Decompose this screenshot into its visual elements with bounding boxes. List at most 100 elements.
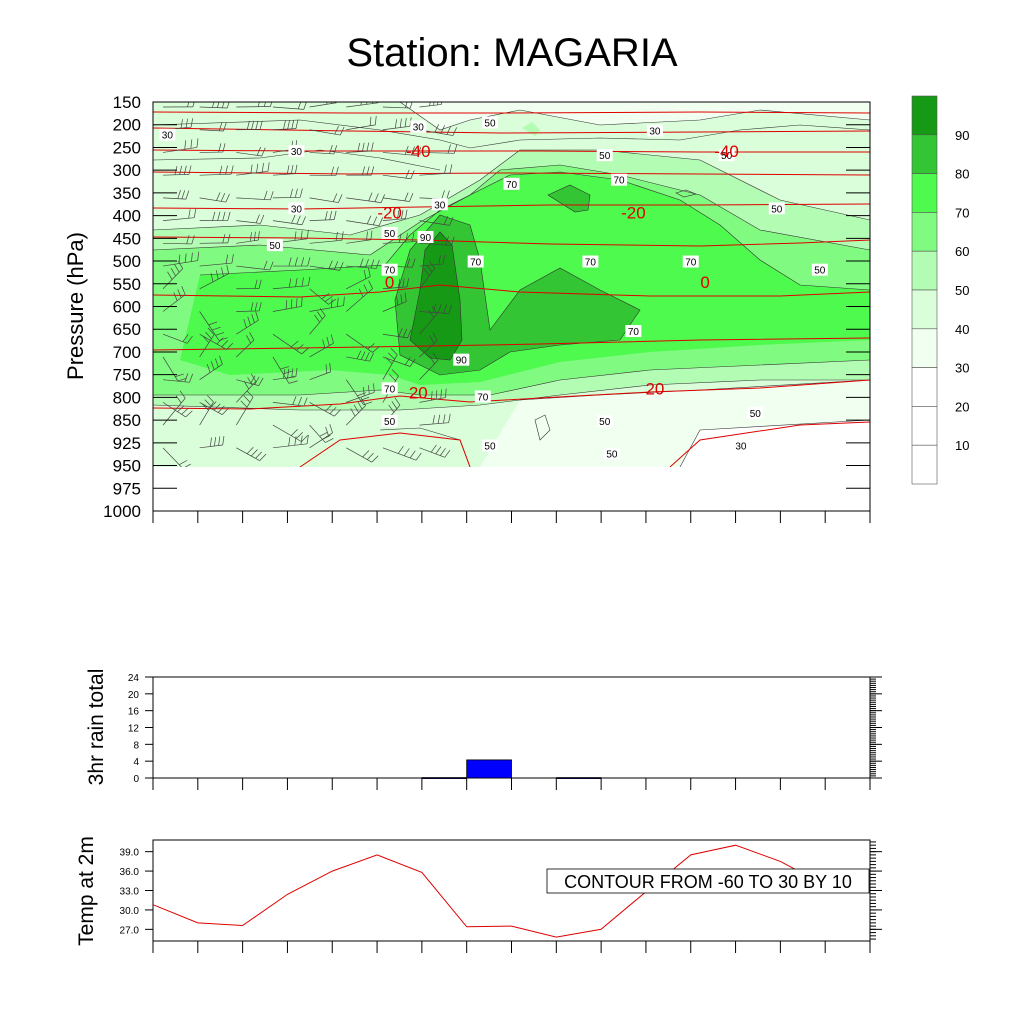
wind-barb-flag <box>399 118 402 128</box>
wind-barb-flag <box>184 140 187 150</box>
temp-contour-label: -40 <box>714 142 739 161</box>
wind-barb-flag <box>231 254 234 264</box>
wind-barb <box>162 217 195 221</box>
wind-barb-flag <box>246 446 254 454</box>
wind-barb <box>199 173 232 176</box>
wind-barb-flag <box>335 166 339 176</box>
wind-barb <box>309 342 334 358</box>
colorbar-label: 30 <box>955 361 969 376</box>
wind-barb-flag <box>322 339 326 349</box>
wind-barb-flag <box>397 278 401 288</box>
wind-barb-flag <box>445 388 447 398</box>
rh-label-bg <box>159 128 176 141</box>
wind-barb-flag <box>283 371 292 375</box>
colorbar-swatch <box>911 212 938 252</box>
wind-barb <box>346 288 373 312</box>
wind-barb <box>346 124 376 131</box>
wind-barb-flag <box>439 448 446 456</box>
wind-barb <box>345 379 364 405</box>
wind-barb-flag <box>380 194 385 203</box>
wind-barb-flag <box>297 396 302 406</box>
wind-barb-flag <box>188 209 191 219</box>
wind-barb-flag <box>452 127 458 136</box>
wind-barb-flag <box>226 102 230 109</box>
wind-barb-flag <box>372 216 378 225</box>
temp-contour-label: 20 <box>645 379 664 398</box>
wind-barb-flag <box>430 444 437 453</box>
wind-barb-flag <box>405 209 408 219</box>
rh-label-bg <box>682 255 699 268</box>
wind-barb-flag <box>360 351 366 360</box>
rh-contour-label: 50 <box>599 417 611 428</box>
wind-barb-flag <box>207 327 215 335</box>
wind-barb-flag <box>319 308 326 316</box>
wind-barb-flag <box>217 211 221 221</box>
wind-barb-flag <box>251 120 255 130</box>
pressure-tick-label: 200 <box>113 116 141 135</box>
wind-barb-flag <box>431 391 433 401</box>
wind-barb-flag <box>397 210 400 220</box>
rh-label-bg <box>288 202 305 215</box>
rh-label-bg <box>417 230 434 243</box>
wind-barb-flag <box>291 119 295 129</box>
wind-barb-flag <box>295 119 299 129</box>
wind-barb-flag <box>412 258 416 268</box>
wind-barb-flag <box>290 188 293 198</box>
temp-tick-label: 27.0 <box>120 925 140 936</box>
wind-barb-flag <box>212 102 215 108</box>
rh-contour-label: 70 <box>384 266 396 277</box>
wind-barb-flag <box>263 190 268 200</box>
wind-barb <box>199 363 223 380</box>
wind-barb-flag <box>191 252 193 262</box>
rh-label-bg <box>625 325 642 338</box>
wind-barb-flag <box>446 190 450 200</box>
rh-label-bg <box>288 145 305 158</box>
wind-barb-flag <box>215 332 225 336</box>
wind-barb <box>382 447 417 461</box>
temp-tick-label: 39.0 <box>120 848 140 859</box>
colorbar-swatch <box>911 250 938 291</box>
wind-barb <box>236 106 271 108</box>
wind-barb-flag <box>292 396 297 405</box>
wind-barb-flag <box>221 340 229 348</box>
wind-barb <box>199 262 232 267</box>
wind-barb-flag <box>191 235 195 245</box>
wind-barb-flag <box>202 335 210 343</box>
wind-barb-flag <box>291 368 294 378</box>
wind-barb <box>272 306 302 312</box>
wind-barb-flag <box>185 118 188 128</box>
wind-barb-flag <box>429 335 435 344</box>
wind-barb-flag <box>222 234 226 244</box>
temperature-panel: 27.0 30.0 33.0 36.0 39.0 CONTOUR FROM -60 TO… <box>75 836 882 953</box>
wind-barb-flag <box>403 448 410 456</box>
pressure-tick-label: 400 <box>113 207 141 226</box>
rh-label-bg <box>603 447 620 460</box>
wind-barb-flag <box>377 102 379 103</box>
wind-barb-flag <box>250 232 252 242</box>
colorbar-label: 90 <box>955 128 969 143</box>
wind-barb-flag <box>206 363 211 373</box>
rain-tick-label: 0 <box>133 774 139 785</box>
wind-barb-flag <box>186 235 190 244</box>
wind-barb <box>346 102 379 108</box>
rh-contour-label: 50 <box>384 229 396 240</box>
wind-barb-flag <box>317 311 323 320</box>
wind-barb <box>162 356 179 382</box>
wind-barb-flag <box>283 369 286 379</box>
wind-barb-flag <box>261 163 264 173</box>
wind-barb-flag <box>441 102 443 105</box>
wind-barb-flag <box>183 165 187 175</box>
wind-barb-flag <box>406 277 409 287</box>
wind-barb-flag <box>329 210 333 220</box>
rh-label-bg <box>503 177 520 190</box>
wind-barb <box>419 152 455 154</box>
wind-barb-flag <box>219 165 223 175</box>
rh-contour-label: 50 <box>599 151 611 162</box>
wind-barb-flag <box>197 251 200 261</box>
wind-barb-flag <box>218 436 221 446</box>
wind-barb-flag <box>362 142 365 152</box>
wind-barb-flag <box>179 390 186 399</box>
wind-barb <box>272 356 290 384</box>
rain-axis: 0 4 8 12 16 20 24 <box>128 673 882 790</box>
wind-barb-flag <box>209 401 217 409</box>
